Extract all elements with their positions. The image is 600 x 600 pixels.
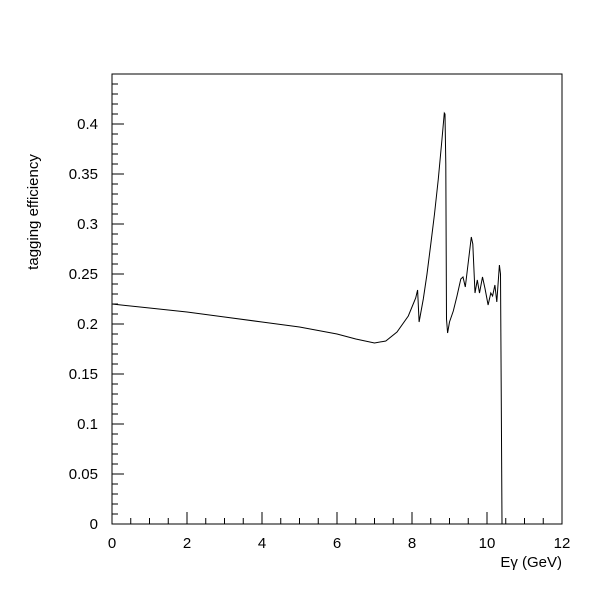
x-tick-label: 6: [333, 535, 341, 552]
x-tick-label: 2: [183, 535, 191, 552]
x-tick-labels: 0 2 4 6 8 10 12: [108, 535, 571, 552]
y-tick-label: 0.2: [77, 316, 98, 333]
axis-ticks: [111, 73, 563, 525]
y-tick-label: 0.15: [69, 366, 98, 383]
y-tick-label: 0.35: [69, 166, 98, 183]
y-axis-label: tagging efficiency: [25, 154, 42, 270]
y-tick-label: 0: [90, 516, 98, 533]
y-tick-label: 0.1: [77, 416, 98, 433]
x-tick-label: 10: [479, 535, 496, 552]
series-line: [111, 111, 503, 525]
y-tick-label: 0.05: [69, 466, 98, 483]
y-tick-label: 0.3: [77, 216, 98, 233]
y-tick-label: 0.4: [77, 116, 98, 133]
plot-frame: [111, 73, 563, 525]
x-tick-label: 0: [108, 535, 116, 552]
y-tick-label: 0.25: [69, 266, 98, 283]
x-tick-label: 12: [554, 535, 571, 552]
y-tick-labels: 0 0.05 0.1 0.15 0.2 0.25 0.3 0.35 0.4: [69, 116, 98, 533]
x-axis-label: Eγ (GeV): [500, 554, 562, 571]
x-tick-label: 8: [408, 535, 416, 552]
x-tick-label: 4: [258, 535, 266, 552]
